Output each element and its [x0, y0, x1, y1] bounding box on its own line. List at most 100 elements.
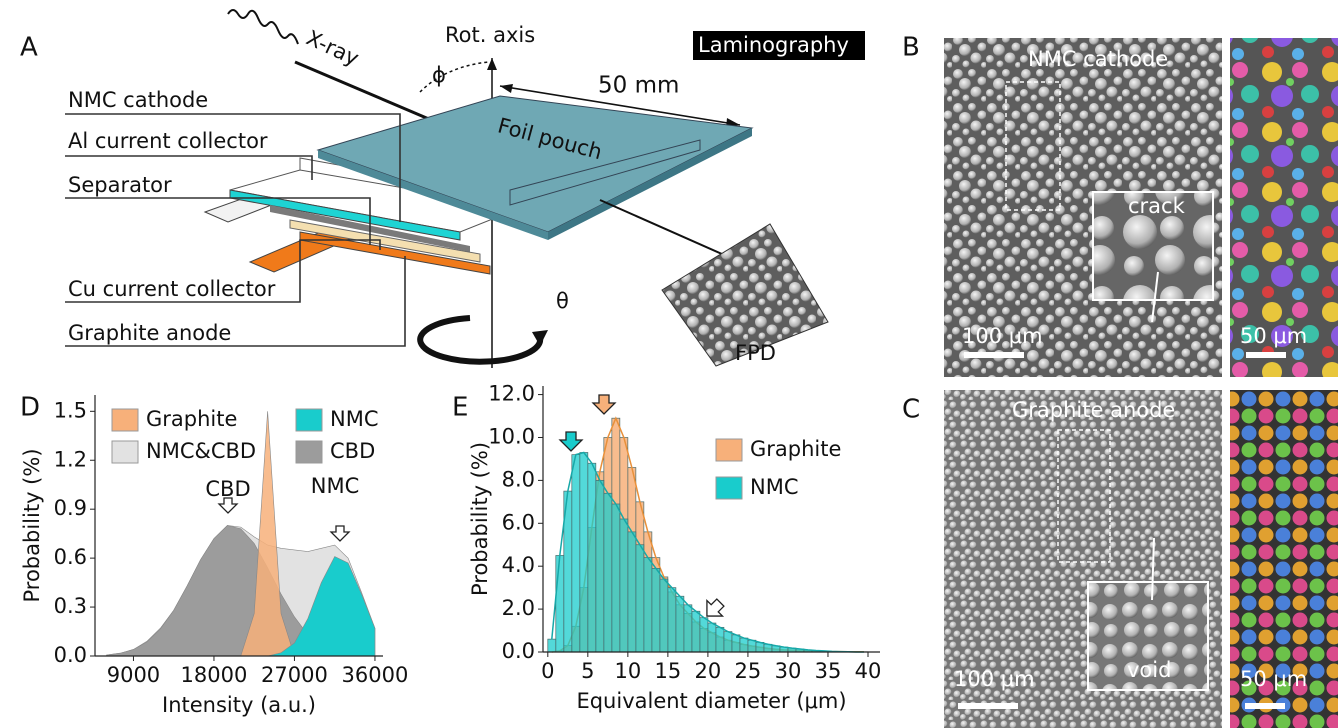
- y-tick-label: 1.5: [54, 398, 87, 422]
- legend-label: Graphite: [146, 407, 237, 431]
- layer-label: Al current collector: [68, 129, 268, 153]
- x-tick-label: 27000: [261, 663, 328, 687]
- annotation-arrow: [331, 526, 349, 541]
- histogram-bar: [580, 453, 588, 653]
- legend-label: Graphite: [750, 437, 841, 461]
- x-tick-label: 36000: [342, 663, 409, 687]
- y-tick-label: 6.0: [502, 510, 535, 534]
- y-tick-label: 1.2: [54, 447, 87, 471]
- y-tick-label: 0.6: [54, 545, 87, 569]
- detector-label: FPD: [735, 341, 776, 365]
- y-tick-label: 0.0: [502, 639, 535, 663]
- peak-arrow: [593, 395, 615, 414]
- histogram-bar: [692, 611, 700, 652]
- peak-arrow: [560, 432, 582, 451]
- legend-swatch: [296, 409, 322, 431]
- histogram-bar: [644, 558, 652, 652]
- x-tick-label: 0: [541, 659, 554, 683]
- histogram-bar: [548, 639, 556, 652]
- annotation: NMC: [311, 474, 360, 498]
- layer-label: NMC cathode: [68, 88, 208, 112]
- legend-label: NMC: [750, 475, 799, 499]
- legend-swatch: [296, 441, 322, 463]
- histogram-bar: [748, 640, 756, 652]
- anode-micrograph: Graphite anode void 100 μm 50 μm: [944, 390, 1338, 728]
- x-tick-label: 20: [695, 659, 722, 683]
- y-axis-label: Probability (%): [20, 448, 44, 602]
- y-tick-label: 8.0: [502, 467, 535, 491]
- y-tick-label: 0.9: [54, 496, 87, 520]
- x-axis-label: Equivalent diameter (μm): [576, 689, 846, 713]
- y-tick-label: 0.3: [54, 594, 87, 618]
- panel-label: C: [902, 395, 920, 425]
- y-tick-label: 12.0: [488, 382, 535, 406]
- scale-bar-label: 100 μm: [954, 667, 1035, 691]
- histogram-bar: [620, 519, 628, 652]
- scale-bar-label: 100 μm: [962, 324, 1043, 348]
- legend-swatch: [112, 409, 138, 431]
- y-tick-label: 10.0: [488, 424, 535, 448]
- legend-swatch: [716, 439, 742, 461]
- micrograph-title: Graphite anode: [1012, 398, 1175, 422]
- x-tick-label: 15: [655, 659, 682, 683]
- histogram-bar: [700, 618, 708, 652]
- mode-label: Laminography: [698, 33, 849, 57]
- x-tick-label: 35: [815, 659, 842, 683]
- histogram-bar: [588, 463, 596, 652]
- histogram-bar: [668, 588, 676, 652]
- histogram-bar: [572, 455, 580, 652]
- inset-label: crack: [1128, 194, 1186, 218]
- legend-label: NMC: [330, 407, 379, 431]
- legend-swatch: [112, 441, 138, 463]
- histogram-bar: [708, 623, 716, 652]
- panel-label: D: [20, 393, 40, 423]
- panel-label: A: [20, 33, 38, 63]
- histogram-bar: [596, 480, 604, 652]
- theta-label: θ: [556, 289, 569, 313]
- phi-label: ϕ: [432, 63, 446, 87]
- x-tick-label: 5: [581, 659, 594, 683]
- histogram-bar: [740, 638, 748, 652]
- histogram-bar: [684, 605, 692, 652]
- histogram-bar: [628, 532, 636, 652]
- x-tick-label: 9000: [107, 663, 160, 687]
- x-tick-label: 30: [775, 659, 802, 683]
- panel-label: E: [452, 393, 468, 423]
- histogram-bar: [724, 632, 732, 652]
- legend-label: CBD: [330, 439, 375, 463]
- inset-label: void: [1127, 658, 1171, 682]
- histogram-bar: [556, 555, 564, 652]
- layer-label: Separator: [68, 173, 172, 197]
- histogram-bar: [716, 627, 724, 652]
- battery-diagram: X-ray Rot. axis ϕ Laminography 50 mm Foi…: [65, 10, 865, 368]
- size-label: 50 mm: [598, 73, 679, 99]
- histogram-bar: [636, 545, 644, 652]
- histogram-bar: [660, 579, 668, 652]
- histogram-bar: [756, 642, 764, 652]
- y-tick-label: 2.0: [502, 596, 535, 620]
- histogram-bar: [604, 493, 612, 652]
- histogram-bar: [732, 635, 740, 652]
- layer-label: Cu current collector: [68, 277, 276, 301]
- x-axis-label: Intensity (a.u.): [162, 693, 316, 717]
- rot-axis-label: Rot. axis: [445, 23, 535, 47]
- micrograph-title: NMC cathode: [1028, 47, 1168, 71]
- x-tick-label: 10: [614, 659, 641, 683]
- histogram-bar: [652, 568, 660, 652]
- panel-label: B: [902, 33, 920, 63]
- xray-label: X-ray: [303, 26, 363, 71]
- histogram-bar: [676, 596, 684, 652]
- x-tick-label: 40: [855, 659, 882, 683]
- figure: A B C D E X-ray Rot. axis ϕ Laminography…: [0, 0, 1338, 728]
- cathode-micrograph: NMC cathode crack 100 μm 50 μm: [944, 38, 1338, 377]
- y-tick-label: 4.0: [502, 553, 535, 577]
- y-axis-label: Probability (%): [468, 442, 492, 596]
- charts: 0.0 0.3 0.6 0.9 1.2 1.5 9000 18000 27000 36000 Int…: [20, 382, 881, 717]
- y-tick-label: 0.0: [54, 643, 87, 667]
- legend-label: NMC&CBD: [146, 439, 256, 463]
- layer-label: Graphite anode: [68, 321, 231, 345]
- x-tick-label: 25: [735, 659, 762, 683]
- legend-swatch: [716, 477, 742, 499]
- scale-bar-label: 50 μm: [1240, 667, 1307, 691]
- x-tick-label: 18000: [181, 663, 248, 687]
